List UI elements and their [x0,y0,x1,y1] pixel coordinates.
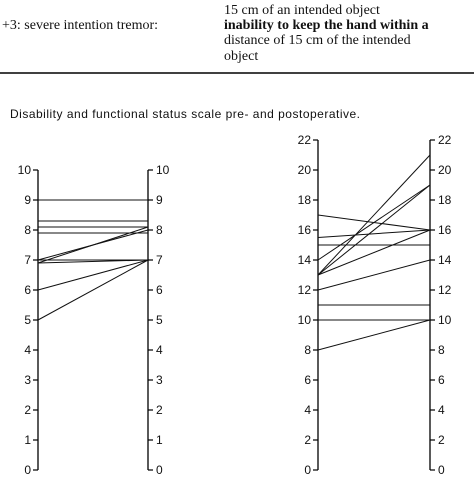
left-tick-label: 9 [24,193,31,207]
left-tick-label: 1 [24,433,31,447]
patient-line [37,259,149,321]
left-tick-label: 10 [18,163,32,177]
right-tick-label: 14 [438,253,452,267]
right-tick-label: 4 [438,403,445,417]
right-tick-label: 3 [156,373,163,387]
patient-line [317,184,431,276]
left-tick-label: 22 [298,133,312,147]
right-tick-label: 10 [438,313,452,327]
left-tick-label: 12 [298,283,312,297]
patient-line [317,259,431,291]
table-desc-line: inability to keep the hand within a [224,18,429,33]
patient-line [317,154,431,276]
right-tick-label: 10 [156,163,170,177]
left-tick-label: 7 [24,253,31,267]
figure-caption: Disability and functional status scale p… [10,107,361,121]
right-tick-label: 5 [156,313,163,327]
left-tick-label: 2 [304,433,311,447]
right-tick-label: 1 [156,433,163,447]
table-desc-line: object [224,49,258,64]
left-tick-label: 18 [298,193,312,207]
right-tick-label: 7 [156,253,163,267]
right-tick-label: 2 [156,403,163,417]
table-prev-row-tail: 15 cm of an intended object [224,3,380,18]
left-tick-label: 20 [298,163,312,177]
table-desc-line: distance of 15 cm of the intended [224,33,411,48]
patient-line [37,226,149,264]
chart-functional-status: 0 2 4 6 8 10 12 14 16 18 20 22 0 2 4 6 8 10 12 14 16 18 20 22 [298,133,452,477]
patient-line [317,229,431,276]
right-tick-label: 2 [438,433,445,447]
left-tick-label: 3 [24,373,31,387]
left-tick-label: 5 [24,313,31,327]
left-tick-label: 6 [304,373,311,387]
left-tick-label: 8 [24,223,31,237]
right-tick-label: 16 [438,223,452,237]
patient-line [317,184,431,261]
right-tick-label: 8 [438,343,445,357]
table-fragment: +3: severe intention tremor: 15 cm of an… [0,3,474,74]
right-tick-label: 8 [156,223,163,237]
right-tick-label: 9 [156,193,163,207]
right-tick-label: 6 [438,373,445,387]
patient-line [37,259,149,264]
left-tick-label: 16 [298,223,312,237]
table-row-label: +3: severe intention tremor: [2,18,158,33]
patient-line [317,229,431,238]
left-tick-label: 0 [24,463,31,474]
left-tick-label: 2 [24,403,31,417]
right-tick-label: 4 [156,343,163,357]
right-tick-label: 6 [156,283,163,297]
right-tick-label: 0 [438,463,445,474]
left-tick-label: 10 [298,313,312,327]
patient-line [317,319,431,351]
left-tick-label: 0 [304,463,311,474]
left-tick-label: 8 [304,343,311,357]
right-tick-label: 12 [438,283,452,297]
patient-line [37,259,149,291]
left-tick-label: 6 [24,283,31,297]
left-tick-label: 4 [304,403,311,417]
left-tick-label: 14 [298,253,312,267]
right-tick-label: 18 [438,193,452,207]
chart-disability: 0 1 2 3 4 5 6 7 8 9 10 0 1 2 3 4 5 6 7 8 9 10 [18,163,170,477]
right-tick-label: 20 [438,163,452,177]
right-tick-label: 22 [438,133,452,147]
right-tick-label: 0 [156,463,163,474]
left-tick-label: 4 [24,343,31,357]
